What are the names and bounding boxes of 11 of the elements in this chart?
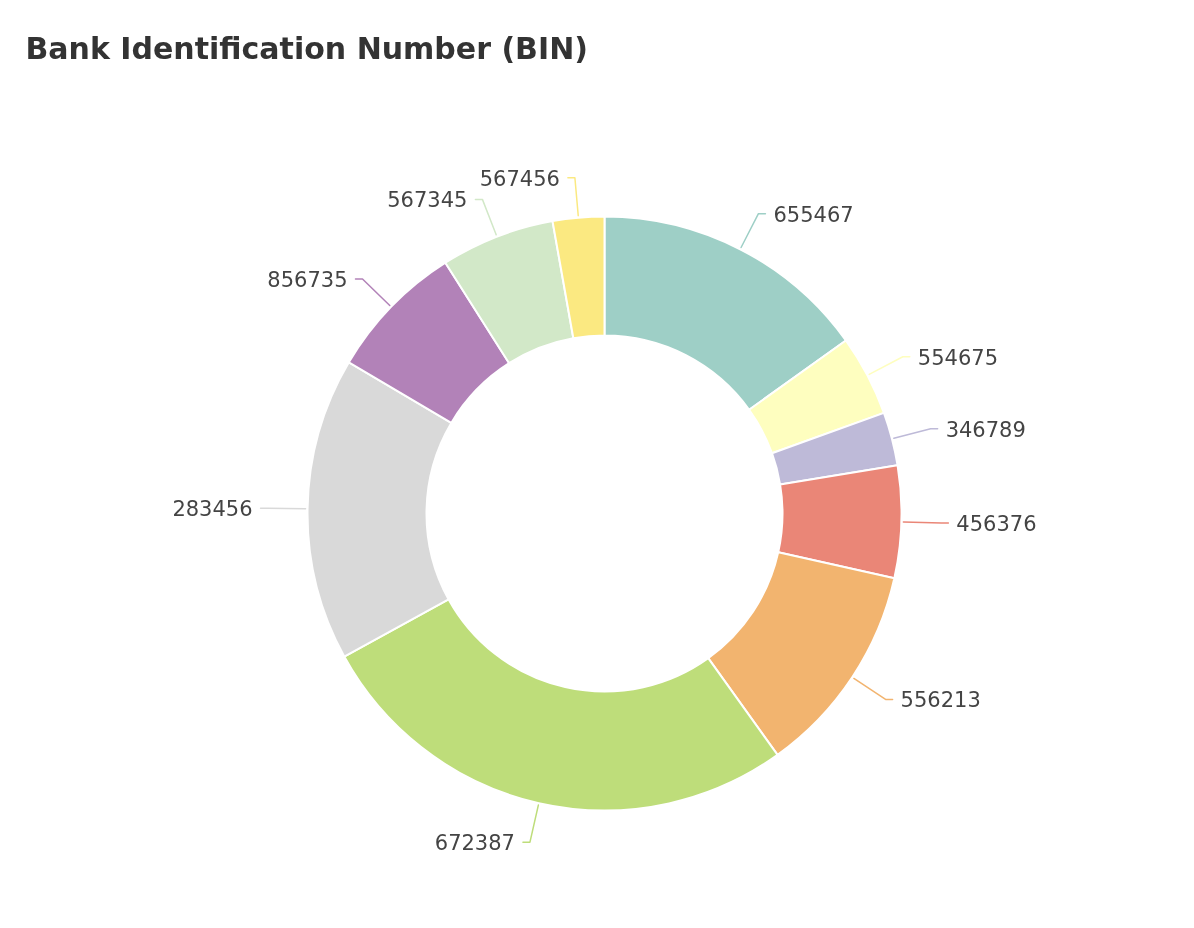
slice-label: 456376 xyxy=(956,512,1037,537)
slice-label: 556213 xyxy=(900,688,981,713)
slice-label: 554675 xyxy=(917,345,998,370)
slice-label: 856735 xyxy=(267,267,348,292)
slice-label: 567345 xyxy=(387,188,468,213)
slice-label: 283456 xyxy=(172,497,253,522)
slice-label: 346789 xyxy=(945,417,1026,442)
slice-label: 567456 xyxy=(479,166,560,191)
slice-label: 655467 xyxy=(773,202,854,227)
chart-title: Bank Identification Number (BIN) xyxy=(25,31,588,66)
slice-label: 672387 xyxy=(434,831,515,856)
